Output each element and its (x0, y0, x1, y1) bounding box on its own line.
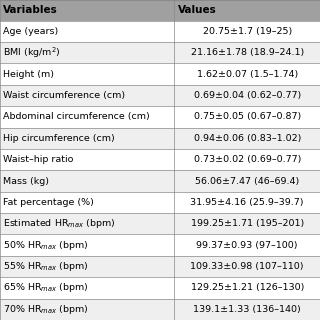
Text: 109.33±0.98 (107–110): 109.33±0.98 (107–110) (190, 262, 304, 271)
Text: 31.95±4.16 (25.9–39.7): 31.95±4.16 (25.9–39.7) (190, 198, 304, 207)
Bar (0, 106, 320, 128)
Text: 199.25±1.71 (195–201): 199.25±1.71 (195–201) (191, 219, 304, 228)
Text: 0.69±0.04 (0.62–0.77): 0.69±0.04 (0.62–0.77) (194, 91, 301, 100)
Bar (0, 128, 320, 149)
Text: Variables: Variables (3, 5, 58, 15)
Text: 70% HR$_{max}$ (bpm): 70% HR$_{max}$ (bpm) (3, 303, 89, 316)
Text: 0.94±0.06 (0.83–1.02): 0.94±0.06 (0.83–1.02) (194, 134, 301, 143)
Bar (0, 42, 320, 63)
Text: 20.75±1.7 (19–25): 20.75±1.7 (19–25) (203, 27, 292, 36)
Text: 56.06±7.47 (46–69.4): 56.06±7.47 (46–69.4) (195, 177, 299, 186)
Text: 21.16±1.78 (18.9–24.1): 21.16±1.78 (18.9–24.1) (191, 48, 304, 57)
Text: Values: Values (178, 5, 216, 15)
Text: 50% HR$_{max}$ (bpm): 50% HR$_{max}$ (bpm) (3, 239, 89, 252)
Text: Estimated HR$_{max}$ (bpm): Estimated HR$_{max}$ (bpm) (3, 217, 116, 230)
Text: BMI (kg/m$^2$): BMI (kg/m$^2$) (3, 45, 61, 60)
Bar (0, 170, 320, 192)
Text: Hip circumference (cm): Hip circumference (cm) (3, 134, 115, 143)
Text: Fat percentage (%): Fat percentage (%) (3, 198, 94, 207)
Bar (0, 192, 320, 213)
Text: 129.25±1.21 (126–130): 129.25±1.21 (126–130) (190, 284, 304, 292)
Bar (0, 235, 320, 256)
Text: Abdominal circumference (cm): Abdominal circumference (cm) (3, 112, 150, 121)
Bar (0, 299, 320, 320)
Bar (0, 21, 320, 42)
Bar (0, 63, 320, 85)
Text: Height (m): Height (m) (3, 70, 54, 79)
Bar (0, 256, 320, 277)
Text: 0.73±0.02 (0.69–0.77): 0.73±0.02 (0.69–0.77) (194, 155, 301, 164)
Bar (0, 213, 320, 235)
Text: Waist circumference (cm): Waist circumference (cm) (3, 91, 125, 100)
Text: Waist–hip ratio: Waist–hip ratio (3, 155, 74, 164)
Text: Age (years): Age (years) (3, 27, 59, 36)
Text: 1.62±0.07 (1.5–1.74): 1.62±0.07 (1.5–1.74) (196, 70, 298, 79)
Bar (0, 277, 320, 299)
Text: 55% HR$_{max}$ (bpm): 55% HR$_{max}$ (bpm) (3, 260, 89, 273)
Bar (0, 149, 320, 170)
Bar (0, 85, 320, 106)
Text: Mass (kg): Mass (kg) (3, 177, 49, 186)
Text: 0.75±0.05 (0.67–0.87): 0.75±0.05 (0.67–0.87) (194, 112, 301, 121)
Text: 139.1±1.33 (136–140): 139.1±1.33 (136–140) (193, 305, 301, 314)
Text: 99.37±0.93 (97–100): 99.37±0.93 (97–100) (196, 241, 298, 250)
Bar (0, 0, 320, 21)
Text: 65% HR$_{max}$ (bpm): 65% HR$_{max}$ (bpm) (3, 281, 89, 294)
